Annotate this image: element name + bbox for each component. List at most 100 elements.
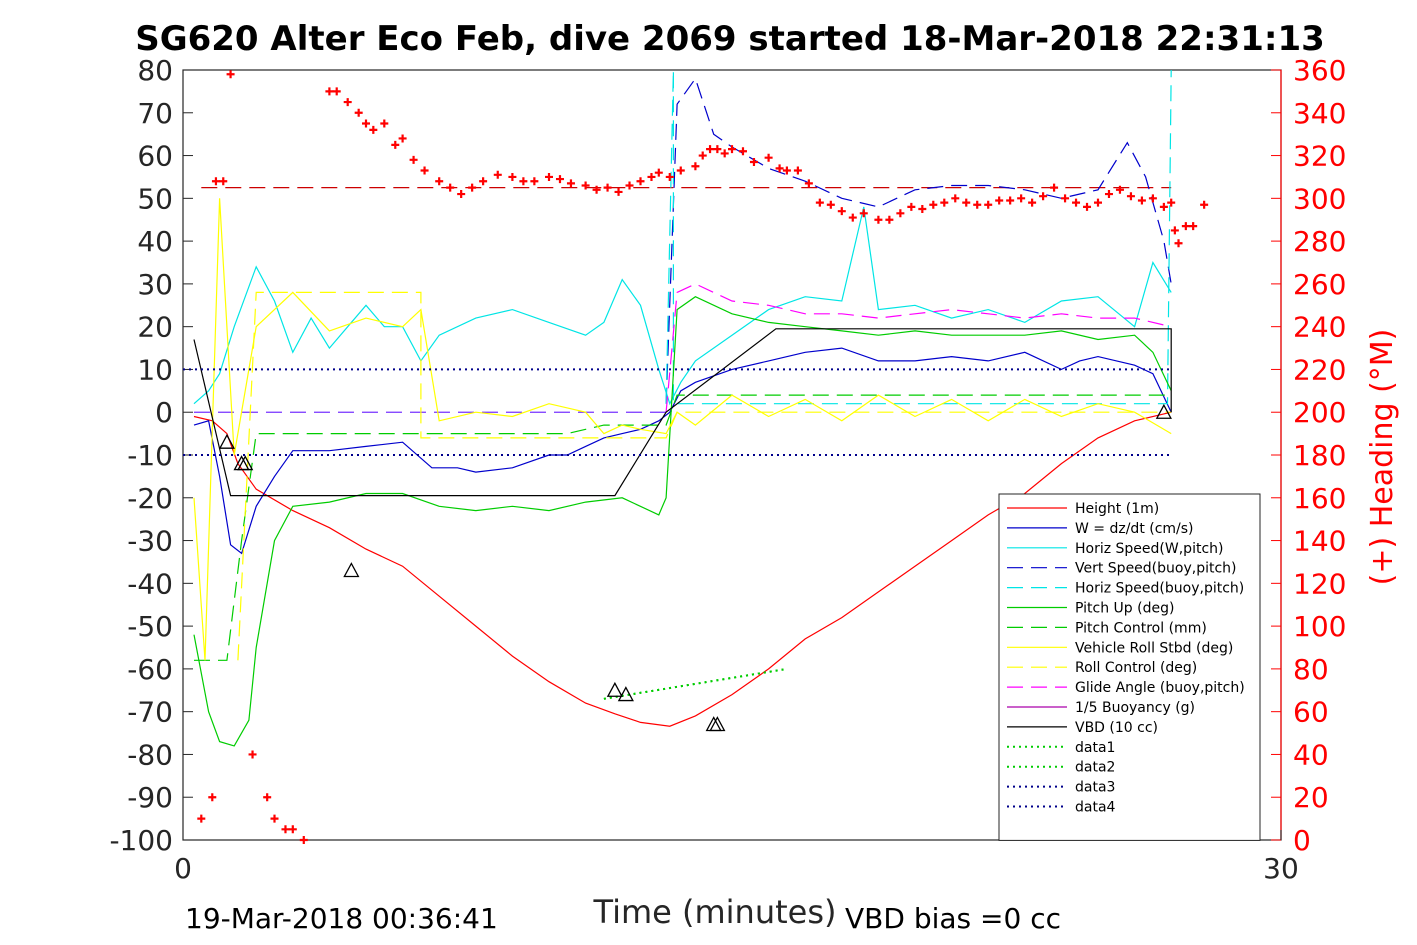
plot-area: 80706050403020100-10-20-30-40-50-60-70-8…: [109, 54, 1346, 885]
heading-marker: [764, 153, 773, 162]
event-marker: [617, 686, 634, 702]
legend-label: W = dz/dt (cm/s): [1075, 521, 1194, 537]
heading-marker: [468, 183, 477, 192]
heading-marker: [614, 187, 623, 196]
heading-marker: [197, 814, 206, 823]
heading-marker: [270, 814, 279, 823]
event-marker: [709, 716, 726, 732]
series-line-6: [194, 394, 1172, 661]
heading-marker: [713, 145, 722, 154]
series-line-8: [237, 291, 1172, 661]
heading-marker: [592, 185, 601, 194]
heading-marker: [226, 70, 235, 79]
heading-marker: [995, 196, 1004, 205]
heading-marker: [896, 209, 905, 218]
heading-marker: [676, 166, 685, 175]
y-tick-label: -50: [127, 610, 173, 643]
series-line-13: [603, 667, 788, 700]
heading-marker: [1189, 222, 1198, 231]
chart-title: SG620 Alter Eco Feb, dive 2069 started 1…: [135, 19, 1325, 59]
heading-marker: [479, 177, 488, 186]
heading-marker: [940, 198, 949, 207]
heading-marker: [698, 151, 707, 160]
heading-marker: [775, 164, 784, 173]
legend-label: Vehicle Roll Stbd (deg): [1075, 640, 1233, 656]
heading-marker: [929, 200, 938, 209]
heading-marker: [603, 183, 612, 192]
right-y-tick-label: 140: [1293, 525, 1346, 558]
heading-marker: [248, 750, 257, 759]
right-y-tick-label: 260: [1293, 268, 1346, 301]
right-y-tick-label: 40: [1293, 738, 1329, 771]
heading-marker: [1061, 194, 1070, 203]
heading-marker: [208, 793, 217, 802]
heading-marker: [973, 200, 982, 209]
heading-marker: [918, 205, 927, 214]
right-y-tick-label: 80: [1293, 653, 1329, 686]
heading-marker: [848, 213, 857, 222]
right-y-axis-label: (+) Heading (°M): [1365, 329, 1400, 586]
heading-marker: [720, 149, 729, 158]
heading-marker: [647, 172, 656, 181]
legend-label: data2: [1075, 760, 1115, 776]
legend-label: Glide Angle (buoy,pitch): [1075, 680, 1245, 696]
y-tick-label: -70: [127, 696, 173, 729]
legend-label: data3: [1075, 780, 1115, 796]
right-y-tick-label: 220: [1293, 353, 1346, 386]
right-y-tick-label: 160: [1293, 482, 1346, 515]
heading-marker: [907, 202, 916, 211]
series-line-4: [665, 69, 1172, 405]
event-marker: [218, 433, 236, 449]
heading-marker: [519, 177, 528, 186]
right-y-tick-label: 200: [1293, 396, 1346, 429]
heading-marker: [581, 181, 590, 190]
legend-label: Pitch Control (mm): [1075, 620, 1207, 636]
heading-marker: [281, 825, 290, 834]
heading-marker: [782, 166, 791, 175]
footer-timestamp: 19-Mar-2018 00:36:41: [185, 902, 498, 935]
x-tick-label: 30: [1263, 852, 1299, 885]
y-tick-label: -20: [127, 482, 173, 515]
y-tick-label: 10: [137, 353, 173, 386]
heading-marker: [457, 190, 466, 199]
right-y-tick-label: 0: [1293, 824, 1311, 857]
right-y-tick-label: 240: [1293, 311, 1346, 344]
right-y-tick-label: 340: [1293, 97, 1346, 130]
heading-marker: [1170, 226, 1179, 235]
series-line-2: [193, 206, 1172, 406]
y-tick-label: 70: [137, 97, 173, 130]
right-y-tick-label: 280: [1293, 225, 1346, 258]
heading-marker: [874, 215, 883, 224]
heading-marker: [1017, 194, 1026, 203]
heading-marker: [211, 177, 220, 186]
heading-marker: [354, 108, 363, 117]
heading-marker: [738, 147, 747, 156]
x-axis-label: Time (minutes): [593, 893, 837, 931]
legend-label: Roll Control (deg): [1075, 660, 1197, 676]
heading-marker: [299, 836, 308, 844]
heading-marker: [343, 98, 352, 107]
y-tick-label: 30: [137, 268, 173, 301]
heading-marker: [1167, 198, 1176, 207]
heading-marker: [636, 177, 645, 186]
heading-marker: [288, 825, 297, 834]
heading-marker: [508, 172, 517, 181]
series-line-0: [193, 411, 1172, 727]
y-tick-label: 40: [137, 225, 173, 258]
heading-marker: [951, 194, 960, 203]
heading-marker: [446, 183, 455, 192]
heading-marker: [369, 125, 378, 134]
legend-label: Height (1m): [1075, 501, 1159, 517]
right-y-tick-label: 20: [1293, 781, 1329, 814]
y-tick-label: 80: [137, 54, 173, 87]
right-y-tick-label: 180: [1293, 439, 1346, 472]
heading-marker: [1083, 202, 1092, 211]
heading-marker: [837, 207, 846, 216]
legend-label: Pitch Up (deg): [1075, 601, 1174, 617]
vbd-bias-note: VBD bias =0 cc: [845, 902, 1061, 935]
y-tick-label: -10: [127, 439, 173, 472]
legend-label: Horiz Speed(buoy,pitch): [1075, 581, 1244, 597]
series-line-7: [193, 198, 1172, 661]
heading-marker: [435, 177, 444, 186]
heading-marker: [1126, 192, 1135, 201]
